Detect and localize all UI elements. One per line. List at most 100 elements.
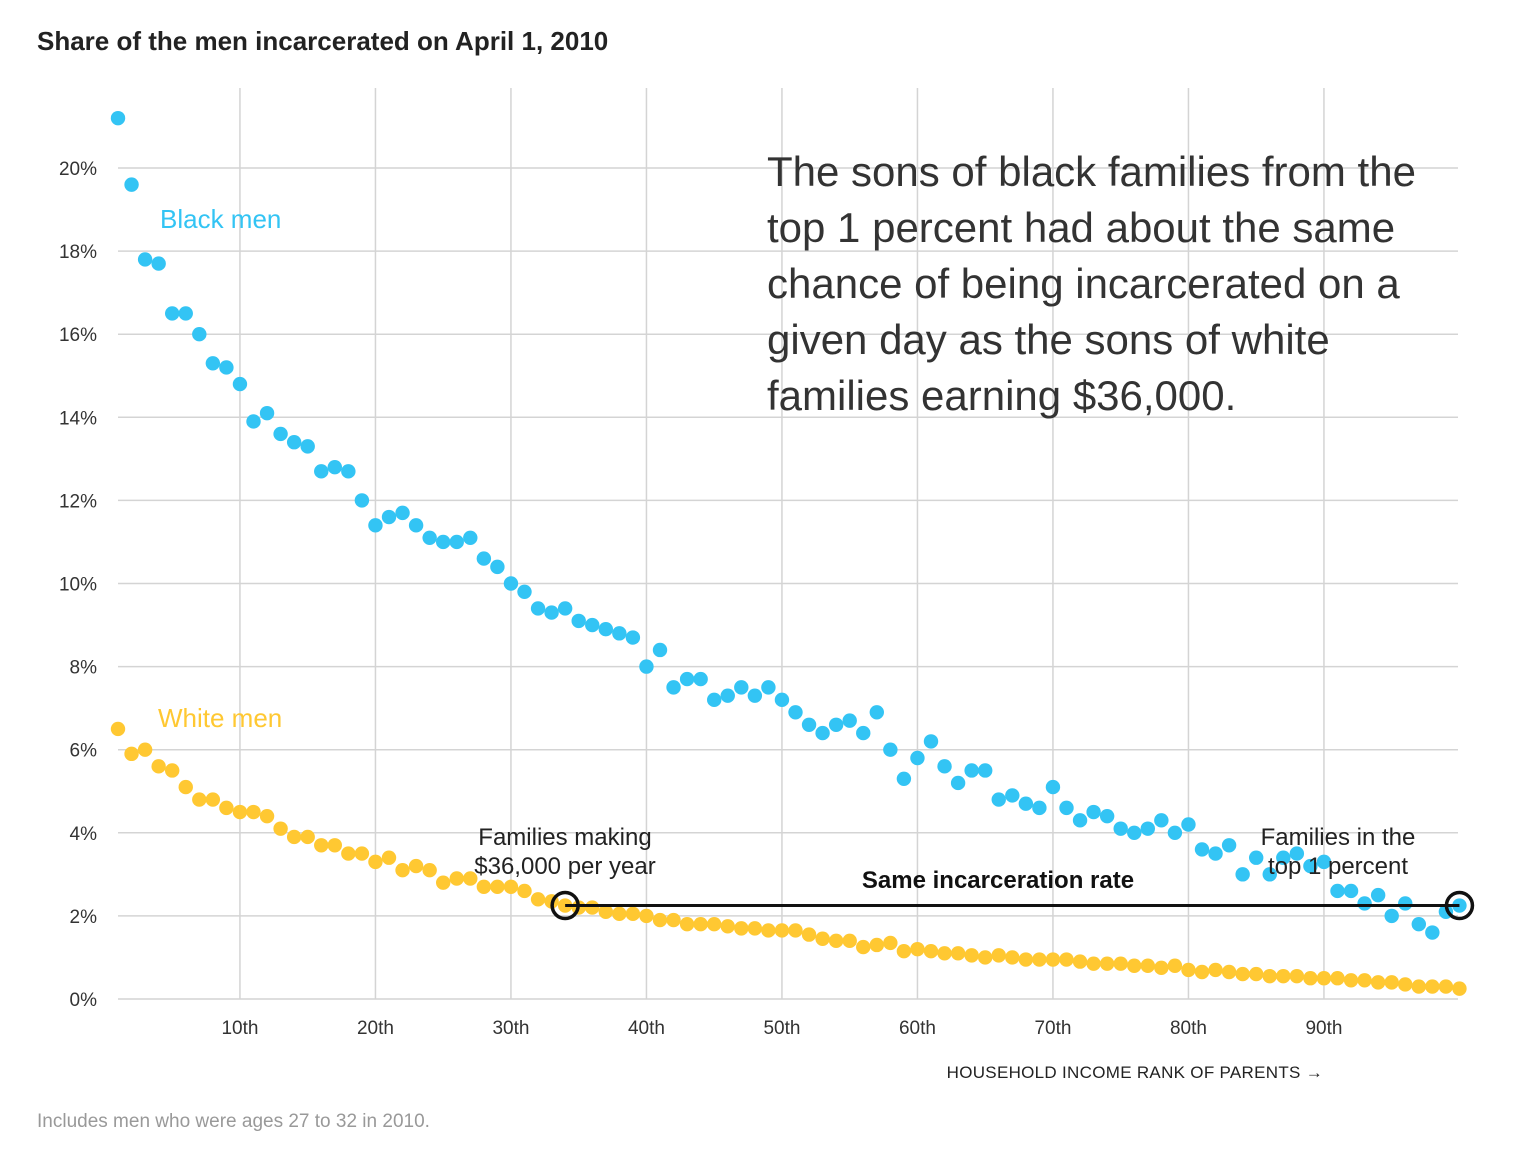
data-point [1032, 800, 1047, 816]
data-point [1357, 896, 1372, 911]
data-point [354, 493, 370, 508]
data-point [503, 576, 519, 591]
data-point [165, 306, 180, 321]
data-point [991, 792, 1006, 807]
data-point [165, 763, 180, 778]
data-point [354, 846, 370, 861]
data-point [395, 505, 410, 521]
right-marker-label-line: top 1 percent [1268, 853, 1408, 880]
callout-line: The sons of black families from the [767, 148, 1416, 195]
data-point [259, 808, 275, 824]
data-point [1398, 977, 1413, 992]
data-point [300, 829, 315, 845]
data-point [625, 906, 641, 922]
data-point [788, 923, 803, 938]
data-point [788, 705, 803, 720]
data-point [828, 717, 844, 732]
data-point [381, 509, 397, 525]
data-point [395, 862, 410, 878]
data-point [341, 846, 356, 861]
y-tick-label: 0% [70, 990, 98, 1011]
data-point [1221, 838, 1237, 853]
data-point [896, 771, 912, 786]
data-point [205, 792, 221, 807]
data-point [1059, 800, 1074, 816]
callout-line: top 1 percent had about the same [767, 204, 1395, 251]
data-point [1316, 971, 1332, 986]
data-point [1235, 867, 1250, 882]
data-point [1167, 825, 1183, 840]
data-point [1032, 952, 1047, 967]
data-point [1086, 956, 1101, 971]
data-point [1303, 971, 1318, 986]
data-point [842, 713, 857, 728]
data-point [341, 464, 356, 479]
data-point [314, 464, 329, 479]
data-point [110, 721, 126, 737]
data-point [1194, 842, 1210, 857]
data-point [937, 946, 952, 961]
data-point [910, 941, 925, 957]
data-point [1099, 808, 1115, 824]
series-white-men [110, 721, 1467, 996]
data-point [734, 680, 749, 695]
data-point [219, 360, 234, 375]
y-tick-label: 2% [70, 907, 98, 928]
chart-title: Share of the men incarcerated on April 1… [37, 26, 608, 56]
data-point [449, 871, 464, 886]
data-point [1330, 971, 1345, 986]
callout-line: given day as the sons of white [767, 316, 1330, 363]
y-tick-label: 16% [59, 325, 97, 346]
y-tick-labels: 0% 2% 4% 6% 8% 10% 12% 14% 16% 18% 20% [59, 159, 97, 1011]
series-label-black-men: Black men [160, 204, 281, 234]
data-point [151, 759, 166, 774]
data-point [1208, 846, 1223, 861]
data-point [801, 717, 817, 732]
data-point [815, 931, 830, 946]
data-point [544, 605, 559, 620]
data-point [1005, 950, 1020, 965]
data-point [463, 871, 478, 886]
data-point [1384, 908, 1399, 924]
data-point [666, 912, 681, 928]
callout-text: The sons of black families from the top … [767, 148, 1416, 419]
data-point [1113, 956, 1128, 971]
y-gridlines [118, 167, 1458, 1000]
data-point [517, 883, 532, 899]
data-point [246, 414, 261, 429]
data-point [1343, 883, 1359, 899]
data-point [381, 850, 397, 865]
data-point [923, 944, 939, 959]
data-point [232, 376, 248, 392]
data-point [1221, 964, 1237, 980]
data-point [679, 671, 695, 687]
data-point [1154, 813, 1169, 828]
data-point [1140, 821, 1156, 836]
data-point [273, 426, 288, 442]
data-point [964, 948, 979, 963]
data-point [612, 906, 627, 922]
data-point [1018, 796, 1034, 811]
data-point [490, 559, 505, 575]
data-point [1384, 975, 1399, 990]
data-point [666, 680, 681, 695]
data-point [978, 950, 993, 965]
data-point [1370, 887, 1386, 903]
same-rate-connector [550, 890, 1475, 921]
data-point [286, 829, 302, 845]
left-marker-ring [550, 890, 580, 921]
data-point [1249, 966, 1264, 982]
x-tick-label: 10th [221, 1018, 258, 1039]
data-point [734, 921, 749, 936]
data-point [232, 804, 248, 820]
data-point [192, 327, 207, 342]
callout-line: families earning $36,000. [767, 372, 1236, 419]
left-marker-label-line: $36,000 per year [474, 853, 655, 880]
data-point [1086, 804, 1101, 820]
y-tick-label: 18% [59, 242, 97, 263]
y-tick-label: 4% [70, 824, 98, 845]
data-point [137, 742, 153, 757]
data-point [639, 659, 654, 674]
y-tick-label: 6% [70, 741, 98, 762]
